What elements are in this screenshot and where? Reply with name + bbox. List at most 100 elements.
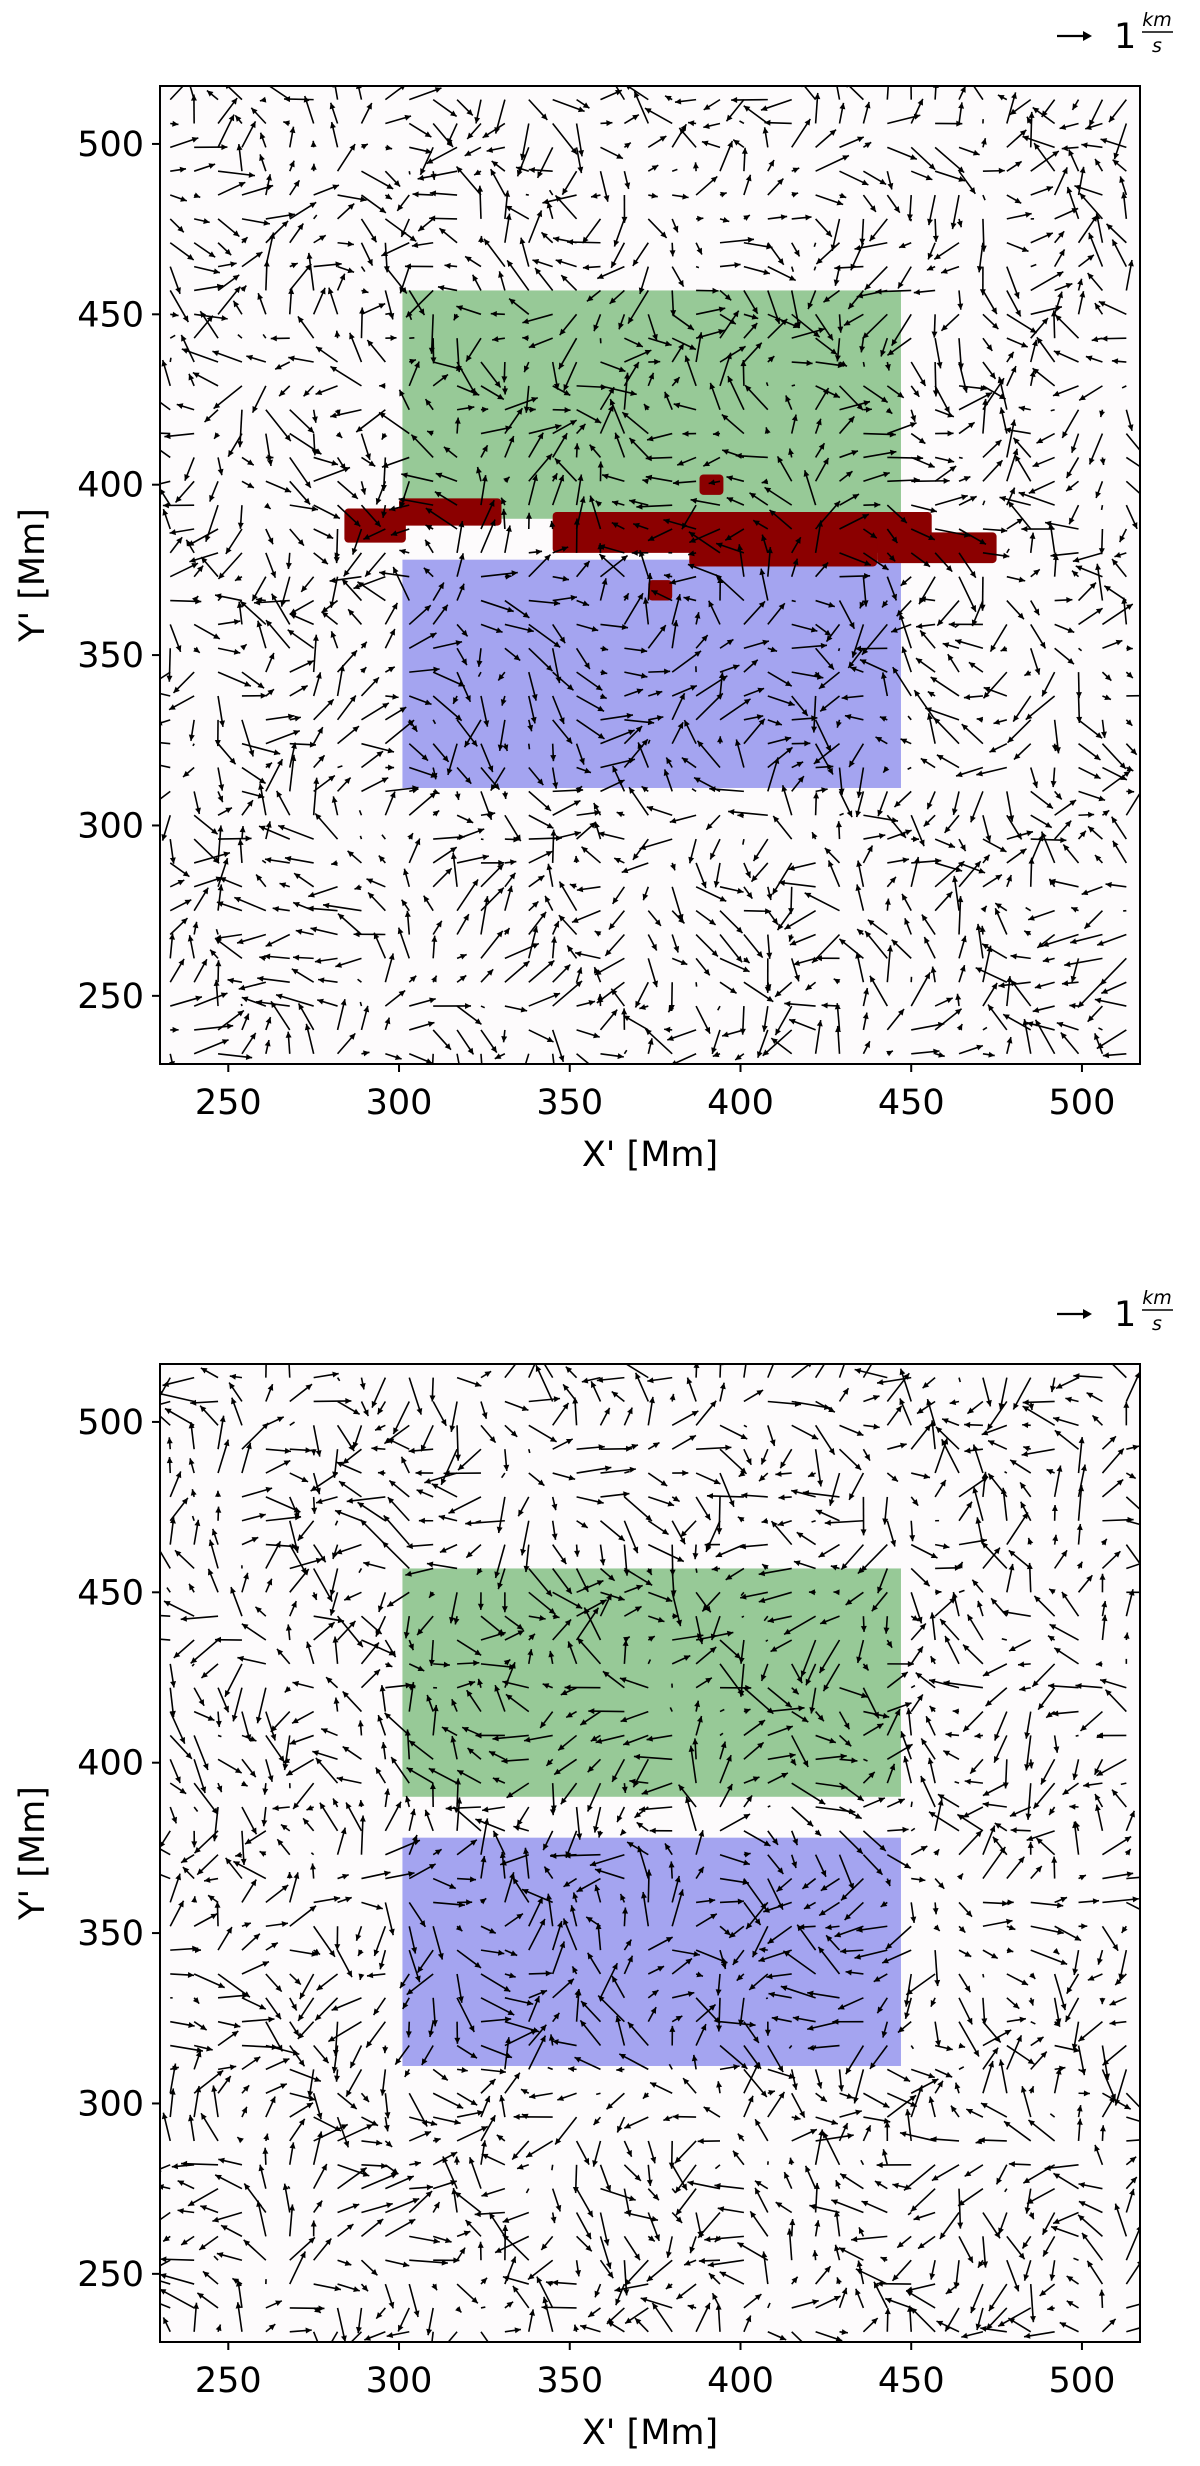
arrow-shaft (1050, 408, 1055, 412)
arrow-head (234, 896, 241, 903)
velocity-arrow (600, 1052, 624, 1060)
arrow-head (690, 497, 698, 504)
arrow-shaft (385, 312, 391, 316)
arrow-head (532, 474, 538, 482)
velocity-arrow (743, 322, 758, 339)
velocity-arrow (471, 274, 482, 291)
arrow-head (497, 744, 504, 751)
velocity-arrow (504, 942, 540, 960)
velocity-arrow (170, 1026, 179, 1033)
velocity-arrow (575, 496, 586, 530)
arrow-head (593, 1032, 600, 1039)
arrow-shaft (480, 896, 489, 935)
arrow-head (399, 389, 405, 397)
x-tick-label: 450 (878, 1083, 945, 1123)
velocity-arrow (289, 660, 315, 673)
arrow-head (718, 672, 725, 679)
velocity-arrow (384, 791, 396, 816)
arrow-head (392, 693, 399, 700)
arrow-shaft (169, 357, 172, 363)
arrow-head (267, 537, 274, 545)
arrow-head (1150, 472, 1157, 478)
arrow-head (545, 895, 551, 903)
velocity-arrow (456, 1029, 475, 1055)
velocity-arrow (193, 565, 204, 578)
arrow-head (189, 557, 197, 563)
arrow-head (312, 634, 319, 641)
velocity-arrow (642, 478, 649, 485)
velocity-arrow (241, 719, 255, 757)
velocity-arrow (258, 825, 291, 840)
arrow-head (182, 870, 190, 877)
velocity-arrow (683, 595, 697, 602)
velocity-arrow (671, 218, 679, 233)
arrow-head (621, 555, 628, 562)
arrow-head (404, 263, 411, 270)
arrow-head (407, 833, 413, 840)
arrow-head (504, 190, 511, 197)
velocity-arrow (289, 715, 302, 722)
arrow-head (555, 676, 562, 684)
velocity-arrow (160, 764, 171, 769)
velocity-arrow (550, 829, 557, 863)
arrow-head (721, 414, 729, 421)
arrow-shaft (456, 879, 479, 912)
arrow-head (611, 261, 617, 268)
arrow-head (490, 169, 497, 176)
velocity-arrow (504, 885, 513, 911)
arrow-head (639, 1004, 646, 1010)
arrow-shaft (361, 170, 394, 190)
arrow-head (647, 719, 655, 726)
velocity-arrow (385, 764, 395, 771)
velocity-arrow (743, 639, 770, 650)
arrow-head (428, 347, 435, 354)
velocity-arrow (194, 1023, 234, 1031)
arrow-head (618, 366, 626, 373)
arrow-head (297, 223, 304, 231)
arrow-head (530, 716, 537, 724)
velocity-arrow (337, 913, 362, 936)
arrow-head (354, 884, 362, 891)
arrow-head (481, 406, 489, 413)
velocity-arrow (646, 805, 673, 817)
velocity-arrow (381, 242, 410, 257)
velocity-arrow (482, 122, 506, 139)
arrow-shaft (480, 519, 496, 554)
arrow-shaft (217, 825, 222, 864)
arrow-head (700, 881, 707, 889)
arrow-head (670, 310, 677, 317)
velocity-arrow (552, 830, 582, 840)
velocity-arrow (335, 431, 343, 439)
velocity-arrow (217, 218, 240, 238)
velocity-arrow (169, 899, 192, 912)
velocity-arrow (600, 645, 609, 652)
velocity-arrow (264, 857, 290, 864)
velocity-arrow (494, 1053, 506, 1060)
arrow-head (187, 540, 195, 546)
arrow-shaft (337, 765, 343, 769)
arrow-head (607, 405, 614, 412)
arrow-head (441, 374, 449, 381)
arrow-head (505, 213, 512, 220)
velocity-arrow (480, 887, 505, 912)
arrow-head (193, 192, 201, 199)
velocity-arrow (297, 1003, 315, 1031)
arrow-head (188, 734, 195, 741)
velocity-arrow (423, 895, 434, 912)
arrow-head (523, 365, 530, 373)
arrow-head (703, 968, 710, 976)
arrow-shaft (739, 120, 745, 125)
arrow-head (347, 240, 354, 247)
velocity-arrow (217, 1052, 253, 1060)
arrow-shaft (862, 361, 866, 367)
velocity-arrow (593, 802, 602, 816)
arrow-shaft (213, 385, 243, 410)
arrow-head (474, 169, 481, 176)
velocity-arrow (380, 457, 387, 492)
velocity-arrow (381, 456, 410, 468)
velocity-arrow (456, 553, 465, 577)
arrow-head (265, 620, 273, 627)
velocity-arrow (575, 647, 591, 670)
velocity-arrow (336, 143, 356, 172)
x-ticks: 250 300 350 400 450 500 (195, 1064, 1115, 1123)
